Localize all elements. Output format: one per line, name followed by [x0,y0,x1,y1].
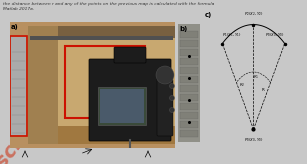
FancyBboxPatch shape [180,49,198,56]
FancyBboxPatch shape [180,67,198,74]
FancyBboxPatch shape [10,22,175,148]
Text: Matlab 2017a.: Matlab 2017a. [3,7,34,11]
FancyBboxPatch shape [180,103,198,110]
FancyBboxPatch shape [30,36,173,40]
Text: $P_0(X_0,Y_0)$: $P_0(X_0,Y_0)$ [244,136,263,144]
Text: $R_1$: $R_1$ [253,73,260,81]
FancyBboxPatch shape [11,37,26,135]
Circle shape [156,66,174,84]
FancyBboxPatch shape [178,24,200,142]
FancyBboxPatch shape [28,26,175,144]
FancyBboxPatch shape [157,79,173,136]
FancyBboxPatch shape [28,26,58,144]
FancyBboxPatch shape [180,85,198,92]
FancyBboxPatch shape [180,112,198,119]
Circle shape [169,107,174,113]
FancyBboxPatch shape [89,59,171,141]
FancyBboxPatch shape [114,47,146,63]
Text: $P_0(X_0,Y_0)$: $P_0(X_0,Y_0)$ [265,31,284,39]
FancyBboxPatch shape [180,40,198,47]
Text: $P_1(X_1,Y_1)$: $P_1(X_1,Y_1)$ [222,31,241,39]
Circle shape [169,83,174,89]
FancyBboxPatch shape [180,121,198,128]
Text: R: R [262,88,264,92]
FancyBboxPatch shape [100,89,144,123]
Text: $P_2(X_2,Y_2)$: $P_2(X_2,Y_2)$ [244,10,263,18]
Text: the distance between r and any of the points on the previous map is calculated w: the distance between r and any of the po… [3,2,214,6]
FancyBboxPatch shape [98,87,146,125]
Text: a): a) [11,24,19,30]
Circle shape [169,95,174,101]
Text: c): c) [205,12,212,18]
Text: b): b) [179,26,187,32]
FancyBboxPatch shape [28,26,175,38]
FancyBboxPatch shape [180,31,198,38]
FancyBboxPatch shape [180,94,198,101]
FancyBboxPatch shape [180,130,198,137]
FancyBboxPatch shape [28,126,175,144]
FancyBboxPatch shape [180,76,198,83]
Text: $R_2$: $R_2$ [239,82,246,89]
FancyBboxPatch shape [180,58,198,65]
Text: Manuscript: Manuscript [0,109,46,164]
